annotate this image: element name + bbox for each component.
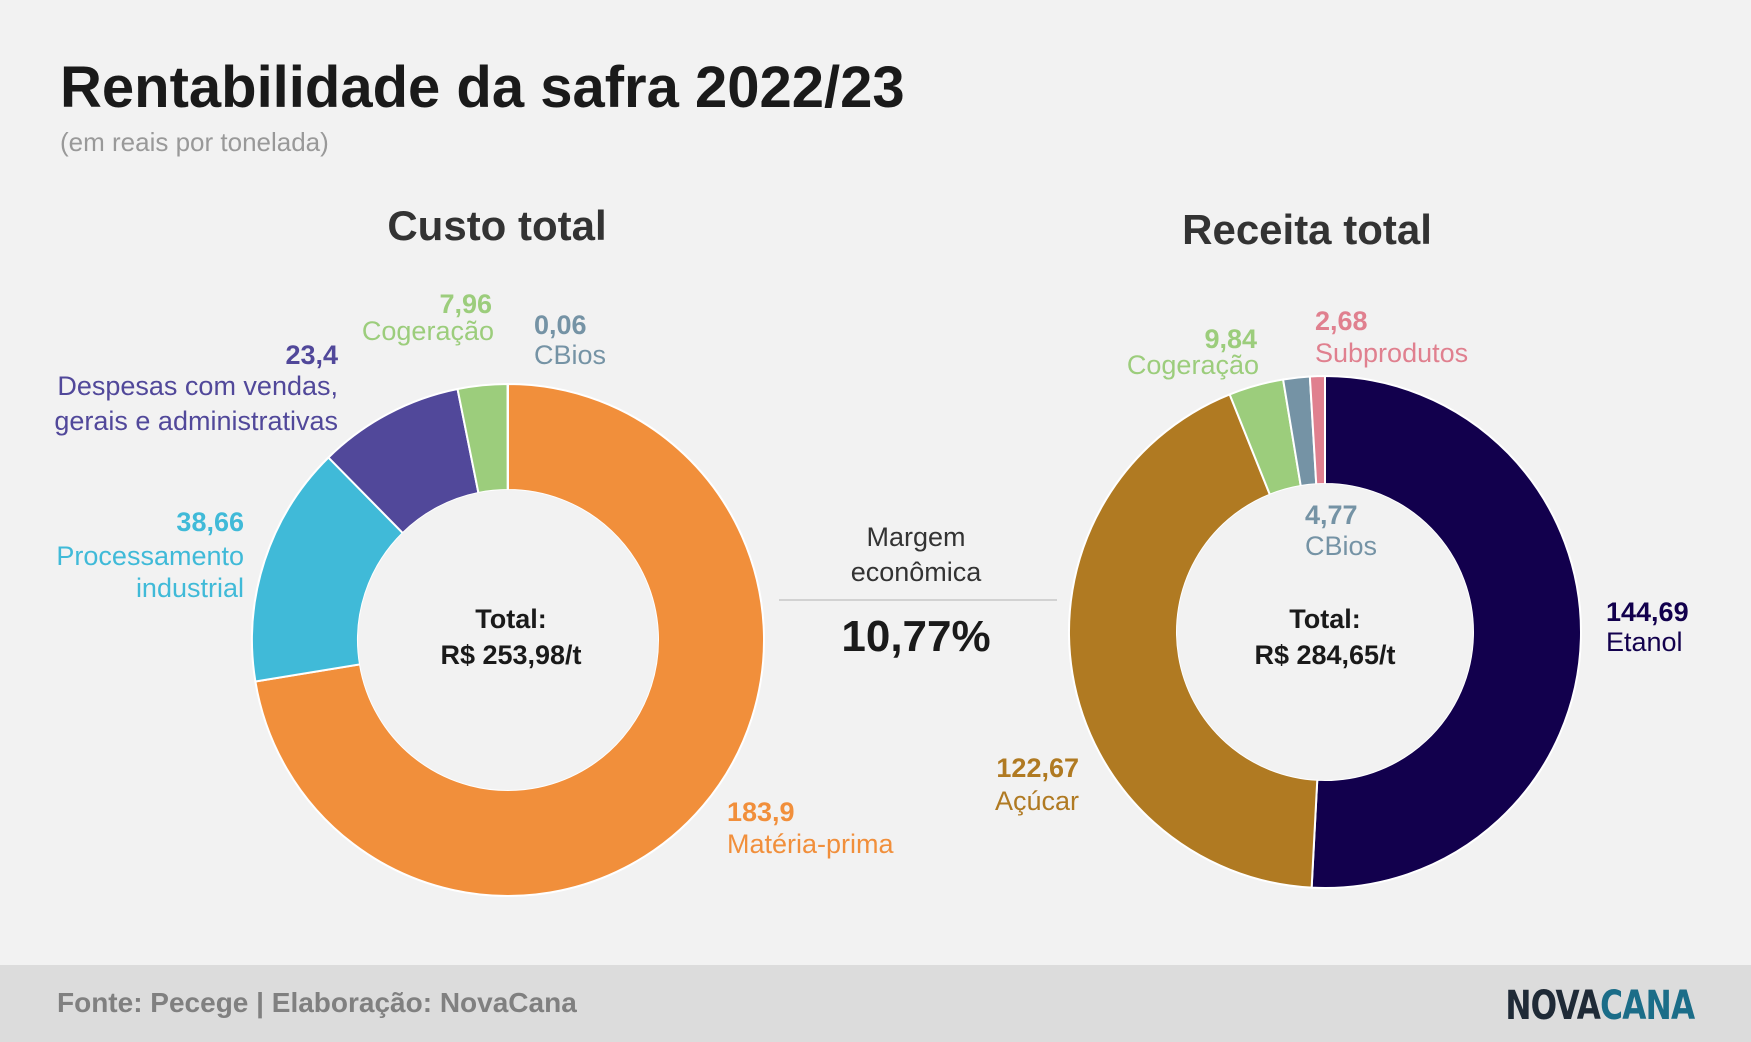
cost-center-value: R$ 253,98/t xyxy=(440,640,581,670)
chart-subtitle: (em reais por tonelada) xyxy=(60,127,329,157)
chart-title: Rentabilidade da safra 2022/23 xyxy=(60,55,905,120)
cost-value-cbios: 0,06 xyxy=(534,310,587,340)
footer-source: Fonte: Pecege | Elaboração: NovaCana xyxy=(57,987,577,1018)
cost-value-despesas: 23,4 xyxy=(285,340,338,370)
logo-part-nova: NOVA xyxy=(1504,983,1601,1029)
cost-label-cogeracao: Cogeração xyxy=(362,316,494,346)
rev-value-subprodutos: 2,68 xyxy=(1315,306,1368,336)
rev-label-etanol: Etanol xyxy=(1606,627,1683,657)
cost-donut-title: Custo total xyxy=(387,202,606,249)
cost-center-label: Total: xyxy=(475,604,546,634)
revenue-center-value: R$ 284,65/t xyxy=(1254,640,1395,670)
revenue-center-label: Total: xyxy=(1289,604,1360,634)
cost-hole xyxy=(358,490,658,790)
cost-label-cbios: CBios xyxy=(534,340,606,370)
rev-value-cbios: 4,77 xyxy=(1305,500,1358,530)
footer: Fonte: Pecege | Elaboração: NovaCana NOV… xyxy=(0,965,1751,1042)
rev-label-acucar: Açúcar xyxy=(995,786,1079,816)
rev-label-cbios: CBios xyxy=(1305,531,1377,561)
chart-canvas: Rentabilidade da safra 2022/23 (em reais… xyxy=(54,55,1689,897)
logo-part-cana: CANA xyxy=(1599,983,1695,1029)
rev-label-subprodutos: Subprodutos xyxy=(1315,338,1468,368)
cost-label-processamento-1: Processamento xyxy=(56,541,244,571)
margin-label-line1: Margem xyxy=(866,522,965,552)
rev-label-cogeracao: Cogeração xyxy=(1127,350,1259,380)
revenue-donut-title: Receita total xyxy=(1182,206,1432,253)
margin-value: 10,77% xyxy=(841,612,990,661)
cost-label-materia-prima: Matéria-prima xyxy=(727,829,895,859)
rev-value-etanol: 144,69 xyxy=(1606,597,1689,627)
cost-value-cogeracao: 7,96 xyxy=(439,289,492,319)
revenue-hole xyxy=(1177,484,1473,780)
revenue-donut xyxy=(1068,374,1582,889)
cost-donut xyxy=(251,382,765,897)
rev-value-cogeracao: 9,84 xyxy=(1204,324,1257,354)
margin-label-line2: econômica xyxy=(851,557,983,587)
cost-label-processamento-2: industrial xyxy=(136,573,244,603)
rev-value-acucar: 122,67 xyxy=(996,753,1079,783)
cost-label-despesas-1: Despesas com vendas, xyxy=(57,371,338,401)
cost-value-materia-prima: 183,9 xyxy=(727,797,795,827)
cost-value-processamento: 38,66 xyxy=(176,507,244,537)
novacana-logo: NOVACANA xyxy=(1504,983,1695,1029)
cost-label-despesas-2: gerais e administrativas xyxy=(54,406,338,436)
